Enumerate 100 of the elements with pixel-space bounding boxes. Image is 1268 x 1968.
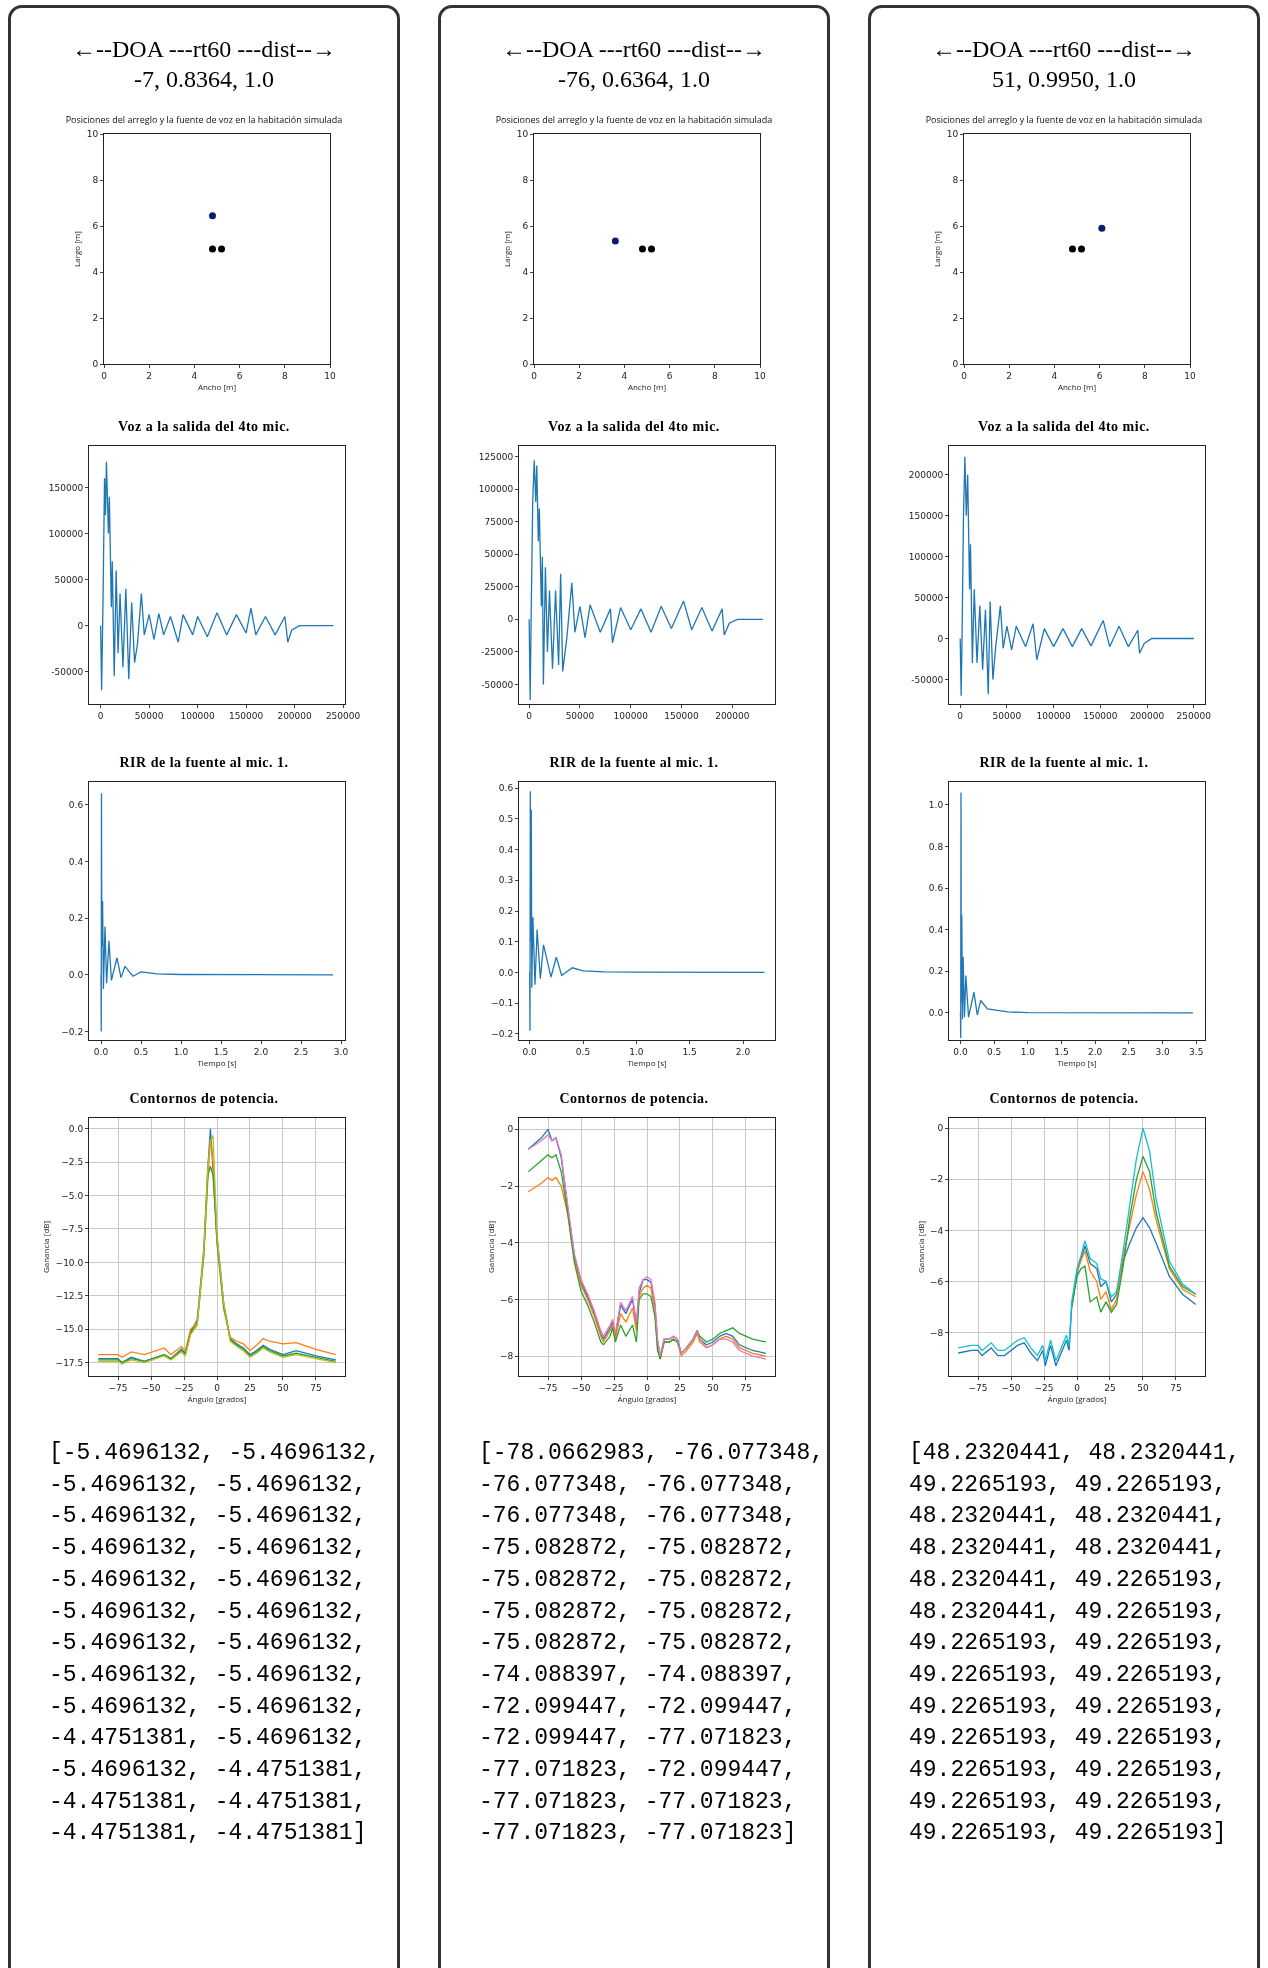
y-tick-label: 0.0 <box>928 1008 944 1019</box>
x-axis-title: Tiempo [s] <box>197 1056 237 1068</box>
x-tick-label: 2 <box>576 370 583 381</box>
x-tick-label: 0.5 <box>575 1046 591 1057</box>
y-tick-label: 0.6 <box>68 799 84 810</box>
y-axis-title: Ganancia [dB] <box>914 1220 926 1274</box>
x-tick-label: 2 <box>146 370 153 381</box>
chart-title: Voz a la salida del 4to mic. <box>117 418 291 436</box>
x-tick-label: 6 <box>666 370 673 381</box>
y-tick-label: 75000 <box>484 516 514 527</box>
x-tick-label: 0.5 <box>986 1046 1002 1057</box>
x-tick-label: −25 <box>604 1382 624 1393</box>
x-tick-label: 0.5 <box>133 1046 149 1057</box>
x-tick-label: 250000 <box>325 710 361 721</box>
y-tick-label: 0 <box>937 633 944 644</box>
x-axis-title: Ángulo [grados] <box>187 1392 247 1404</box>
y-tick-label: 4 <box>952 267 959 278</box>
x-tick-label: 4 <box>191 370 198 381</box>
y-tick-label: −2 <box>929 1174 944 1185</box>
y-tick-label: 0.8 <box>928 841 944 852</box>
y-tick-label: 0.6 <box>928 883 944 894</box>
y-tick-label: 0.2 <box>498 906 514 917</box>
x-tick-label: 3.0 <box>1155 1046 1170 1057</box>
y-tick-label: 125000 <box>478 451 514 462</box>
x-tick-label: 25 <box>1104 1382 1116 1393</box>
x-tick-label: 0 <box>1074 1382 1081 1393</box>
x-axis-title: Tiempo [s] <box>627 1056 667 1068</box>
y-tick-label: 0.6 <box>498 783 514 794</box>
y-tick-label: 4 <box>522 267 529 278</box>
y-tick-label: 50000 <box>484 549 514 560</box>
text: -76, 0.6364, 1.0 <box>558 66 710 92</box>
y-tick-label: 150000 <box>908 510 944 521</box>
y-tick-label: 6 <box>952 221 959 232</box>
y-tick-label: 0 <box>77 620 84 631</box>
x-tick-label: 2.5 <box>293 1046 309 1057</box>
y-tick-label: -25000 <box>481 647 514 658</box>
x-tick-label: 50000 <box>992 710 1022 721</box>
y-axis-title: Largo [m] <box>501 231 513 267</box>
x-tick-label: 10 <box>324 370 336 381</box>
y-tick-label: −17.5 <box>55 1357 84 1368</box>
y-tick-label: −7.5 <box>61 1224 84 1235</box>
line-series <box>528 459 764 701</box>
x-tick-label: 100000 <box>1036 710 1072 721</box>
x-tick-label: 4 <box>621 370 628 381</box>
y-tick-label: −12.5 <box>55 1290 84 1301</box>
y-tick-label: 8 <box>522 175 529 186</box>
y-tick-label: −2 <box>499 1181 514 1192</box>
text: [48.2320441, 48.2320441, 49.2265193, 49.2265193, 48.2320441, 48.2320441, 48.2320441, 48.2320441, 48.2320441, 49.2265193, 48.2320441, 49.2265193, 49.2265193, 49.2265193, 49.2265193, 49.2265193, 49.2265193, 49.2265193, 49.2265193, 49.2265193, 49.2265193, 49.2265193, 49.2265193, 49.2265193, 49.2265193, 49.2265193] <box>909 1440 1241 1847</box>
y-tick-label: 6 <box>522 221 529 232</box>
x-tick-label: 50 <box>707 1382 719 1393</box>
x-axis-title: Ancho [m] <box>627 380 667 392</box>
y-tick-label: 100000 <box>478 484 514 495</box>
x-tick-label: 0 <box>961 370 968 381</box>
x-axis-title: Ángulo [grados] <box>617 1392 677 1404</box>
chart-title: Posiciones del arreglo y la fuente de voz en la habitación simulada <box>495 112 773 126</box>
chart-title: RIR de la fuente al mic. 1. <box>118 754 290 772</box>
line-series <box>959 791 1194 1039</box>
x-tick-label: 1.0 <box>173 1046 189 1057</box>
x-tick-label: 25 <box>244 1382 256 1393</box>
x-tick-label: 150000 <box>228 710 264 721</box>
y-tick-label: 0.1 <box>498 936 514 947</box>
y-tick-label: 2 <box>522 313 529 324</box>
y-tick-label: −5.0 <box>61 1190 84 1201</box>
y-tick-label: −6 <box>929 1276 944 1287</box>
x-tick-label: 0 <box>101 370 108 381</box>
chart-title: Posiciones del arreglo y la fuente de voz en la habitación simulada <box>65 112 343 126</box>
y-tick-label: 0.5 <box>498 814 514 825</box>
y-tick-label: 1.0 <box>928 800 944 811</box>
y-tick-label: −8 <box>929 1327 944 1338</box>
x-tick-label: 50000 <box>134 710 164 721</box>
y-tick-label: 0.4 <box>928 924 944 935</box>
y-tick-label: 8 <box>92 175 99 186</box>
x-tick-label: 50 <box>1137 1382 1149 1393</box>
y-tick-label: −2.5 <box>61 1157 84 1168</box>
y-tick-label: 2 <box>92 313 99 324</box>
x-tick-label: 0 <box>644 1382 651 1393</box>
x-tick-label: 1.0 <box>1020 1046 1036 1057</box>
x-axis-title: Ancho [m] <box>1057 380 1097 392</box>
chart-title: Voz a la salida del 4to mic. <box>547 418 721 436</box>
x-tick-label: 6 <box>236 370 243 381</box>
text: [-78.0662983, -76.077348, -76.077348, -76.077348, -76.077348, -76.077348, -75.082872, -75.082872, -75.082872, -75.082872, -75.082872, -75.082872, -75.082872, -75.082872, -74.088397, -74.088397, -72.099447, -72.099447, -72.099447, -77.071823, -77.071823, -72.099447, -77.071823, -77.071823, -77.071823, -77.071823] <box>479 1440 825 1847</box>
y-tick-label: −4 <box>929 1225 944 1236</box>
chart-title: Contornos de potencia. <box>558 1090 710 1108</box>
x-tick-label: 200000 <box>1129 710 1165 721</box>
x-tick-label: 75 <box>310 1382 322 1393</box>
y-tick-label: 0.0 <box>68 1123 84 1134</box>
y-tick-label: -50000 <box>51 666 84 677</box>
line-series <box>529 790 765 1032</box>
x-tick-label: 2.0 <box>735 1046 751 1057</box>
text: ←--DOA ---rt60 ---dist--→ <box>502 36 766 62</box>
y-tick-label: 0 <box>507 614 514 625</box>
x-tick-label: −50 <box>141 1382 161 1393</box>
y-tick-label: 25000 <box>484 581 514 592</box>
text: 51, 0.9950, 1.0 <box>992 66 1136 92</box>
y-tick-label: −0.2 <box>61 1026 84 1037</box>
y-tick-label: 0 <box>937 1123 944 1134</box>
y-tick-label: 8 <box>952 175 959 186</box>
y-axis-title: Largo [m] <box>71 231 83 267</box>
y-tick-label: -50000 <box>481 679 514 690</box>
x-tick-label: 2.0 <box>1088 1046 1103 1057</box>
